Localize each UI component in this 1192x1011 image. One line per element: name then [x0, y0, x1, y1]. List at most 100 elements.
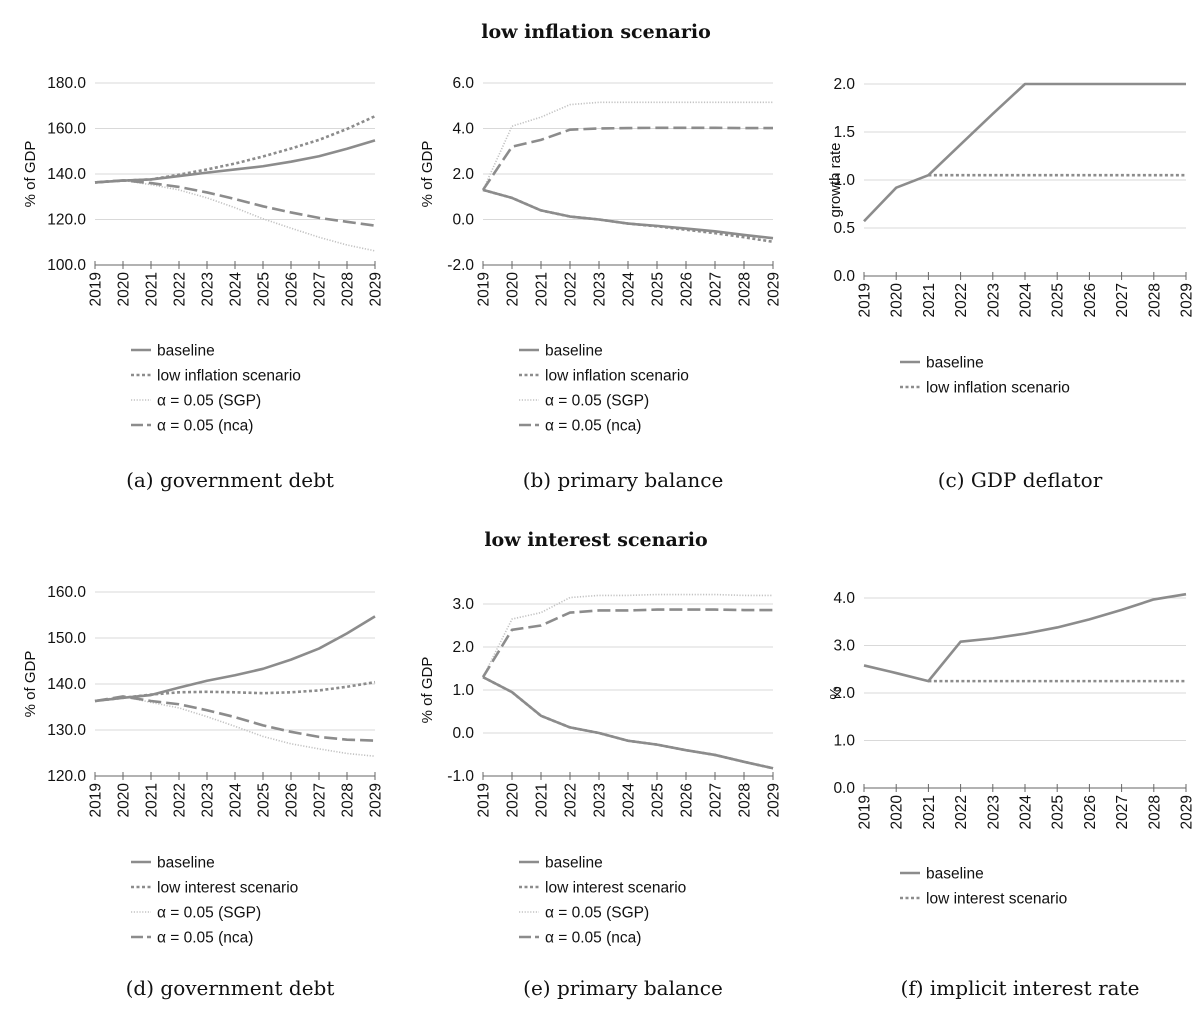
x-tick-label: 2022 — [563, 783, 580, 817]
row-title-low-inflation: low inflation scenario — [481, 21, 711, 43]
y-tick-label: 4.0 — [833, 590, 855, 607]
legend-label: baseline — [926, 866, 984, 883]
x-tick-label: 2026 — [679, 783, 696, 817]
series-line-baseline — [482, 675, 774, 770]
y-tick-label: 160.0 — [47, 121, 86, 138]
y-tick-label: 140.0 — [47, 166, 86, 183]
x-tick-label: 2027 — [1114, 795, 1131, 829]
x-tick-label: 2027 — [312, 783, 329, 817]
legend-label: α = 0.05 (SGP) — [545, 393, 649, 410]
x-tick-label: 2024 — [1018, 795, 1035, 830]
x-tick-label: 2024 — [621, 272, 638, 307]
series-line-nca — [481, 608, 773, 678]
x-tick-label: 2026 — [679, 272, 696, 306]
x-tick-label: 2020 — [116, 783, 133, 818]
x-tick-label: 2021 — [534, 783, 551, 817]
x-tick-label: 2019 — [476, 272, 493, 306]
x-tick-label: 2019 — [88, 783, 105, 817]
legend-label: α = 0.05 (nca) — [545, 930, 641, 947]
x-tick-label: 2025 — [650, 783, 667, 817]
x-tick-label: 2025 — [256, 783, 273, 817]
y-tick-label: 0.0 — [452, 725, 474, 742]
x-tick-label: 2029 — [368, 783, 385, 817]
legend-label: low interest scenario — [926, 891, 1067, 908]
y-tick-label: 2.0 — [833, 76, 855, 93]
x-tick-label: 2019 — [476, 783, 493, 817]
y-axis-label: % of GDP — [419, 141, 436, 208]
chart-panel-d: 120.0 130.0 140.0 150.0 160.0 2019 2020 2021 202… — [22, 584, 385, 1000]
y-tick-label: 6.0 — [452, 75, 474, 92]
y-tick-label: 1.0 — [833, 733, 855, 750]
series-line-baseline — [863, 592, 1187, 683]
x-tick-label: 2029 — [766, 272, 783, 306]
y-tick-label: 150.0 — [47, 630, 86, 647]
x-tick-label: 2022 — [563, 272, 580, 306]
x-tick-label: 2028 — [1146, 283, 1163, 317]
x-tick-label: 2021 — [144, 272, 161, 306]
y-tick-label: 1.5 — [833, 124, 855, 141]
legend-label: α = 0.05 (SGP) — [157, 905, 261, 922]
y-tick-label: 3.0 — [452, 596, 474, 613]
series-line-sgp — [94, 695, 376, 758]
y-tick-label: 160.0 — [47, 584, 86, 601]
legend-label: low interest scenario — [545, 880, 686, 897]
panel-caption: (d) government debt — [126, 976, 335, 1000]
x-tick-label: 2028 — [737, 783, 754, 817]
x-tick-label: 2028 — [1146, 795, 1163, 829]
x-tick-label: 2025 — [1050, 283, 1067, 317]
x-tick-label: 2024 — [228, 272, 245, 307]
legend-label: α = 0.05 (SGP) — [157, 393, 261, 410]
y-axis-label: growth rate — [827, 142, 844, 217]
legend-label: baseline — [926, 355, 984, 372]
legend-label: α = 0.05 (nca) — [545, 418, 641, 435]
series-line-sgp — [482, 593, 773, 678]
x-tick-label: 2026 — [1082, 795, 1099, 829]
y-tick-label: 2.0 — [833, 685, 855, 702]
x-tick-label: 2027 — [1114, 283, 1131, 317]
y-tick-label: -2.0 — [447, 257, 474, 274]
chart-panel-f: 0.0 1.0 2.0 3.0 4.0 2019 2020 2021 2022 2023 2024 2… — [827, 590, 1192, 1000]
legend-label: baseline — [545, 855, 603, 872]
series-line-baseline — [863, 82, 1186, 223]
y-tick-label: 120.0 — [47, 768, 86, 785]
y-tick-label: 100.0 — [47, 257, 86, 274]
x-tick-label: 2025 — [650, 272, 667, 306]
y-tick-label: 180.0 — [47, 75, 86, 92]
x-tick-label: 2023 — [592, 272, 609, 306]
series-line-baseline — [482, 188, 774, 240]
series-line-scenario — [94, 115, 376, 184]
legend-label: α = 0.05 (nca) — [157, 418, 253, 435]
y-axis-label: % — [827, 686, 844, 699]
x-tick-label: 2024 — [1018, 283, 1035, 318]
legend-label: low inflation scenario — [545, 368, 689, 385]
x-tick-label: 2021 — [921, 283, 938, 317]
x-tick-label: 2023 — [200, 783, 217, 817]
x-tick-label: 2023 — [985, 283, 1002, 317]
x-tick-label: 2026 — [284, 272, 301, 306]
x-tick-label: 2025 — [256, 272, 273, 306]
x-tick-label: 2022 — [172, 783, 189, 817]
y-tick-label: 0.0 — [833, 780, 855, 797]
x-tick-label: 2027 — [312, 272, 329, 306]
x-tick-label: 2029 — [766, 783, 783, 817]
panel-caption: (f) implicit interest rate — [901, 976, 1140, 1000]
x-tick-label: 2023 — [592, 783, 609, 817]
y-axis-label: % of GDP — [22, 141, 39, 208]
chart-panel-a: 100.0 120.0 140.0 160.0 180.0 2019 2020 2021 202… — [22, 75, 385, 492]
x-tick-label: 2019 — [857, 283, 874, 317]
x-tick-label: 2021 — [534, 272, 551, 306]
x-tick-label: 2020 — [505, 272, 522, 307]
series-line-nca — [94, 179, 376, 227]
y-tick-label: -1.0 — [447, 768, 474, 785]
x-tick-label: 2027 — [708, 272, 725, 306]
series-line-baseline — [94, 615, 376, 703]
x-tick-label: 2029 — [1179, 795, 1192, 829]
y-tick-label: 1.0 — [452, 682, 474, 699]
x-tick-label: 2029 — [368, 272, 385, 306]
x-tick-label: 2022 — [172, 272, 189, 306]
x-tick-label: 2023 — [200, 272, 217, 306]
x-tick-label: 2020 — [116, 272, 133, 307]
legend-label: α = 0.05 (SGP) — [545, 905, 649, 922]
x-tick-label: 2027 — [708, 783, 725, 817]
y-tick-label: 140.0 — [47, 676, 86, 693]
